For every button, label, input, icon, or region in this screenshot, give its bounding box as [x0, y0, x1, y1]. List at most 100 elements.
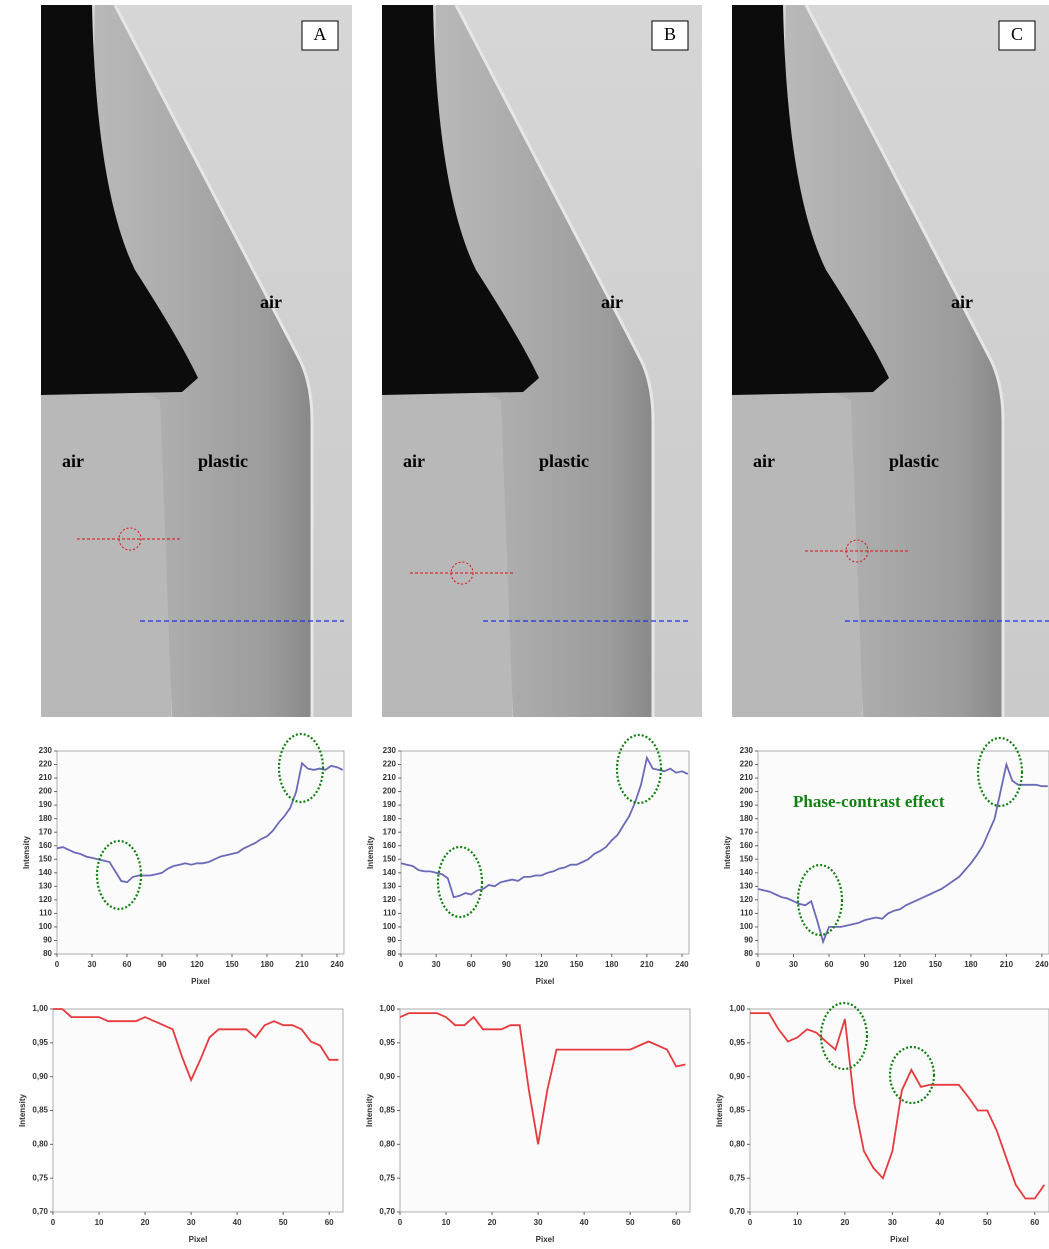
y-tick-label: 0,75: [379, 1173, 395, 1182]
y-tick-label: 80: [43, 949, 52, 958]
x-tick-label: 0: [55, 960, 60, 969]
y-tick-label: 0,95: [379, 1038, 395, 1047]
plot-area: [401, 751, 689, 954]
x-tick-label: 30: [888, 1218, 897, 1227]
x-tick-label: 60: [1030, 1218, 1039, 1227]
y-axis-label: Intensity: [18, 1094, 27, 1127]
panel-label: B: [664, 24, 676, 44]
y-axis-label: Intensity: [365, 1094, 374, 1127]
y-tick-label: 140: [383, 868, 397, 877]
y-tick-label: 120: [740, 895, 754, 904]
y-tick-label: 100: [383, 922, 397, 931]
x-tick-label: 20: [840, 1218, 849, 1227]
xray-image: Cairairplastic: [732, 5, 1049, 717]
x-tick-label: 20: [488, 1218, 497, 1227]
x-tick-label: 90: [502, 960, 511, 969]
y-tick-label: 180: [39, 814, 53, 823]
x-tick-label: 180: [964, 960, 978, 969]
y-tick-label: 210: [740, 773, 754, 782]
y-tick-label: 220: [383, 760, 397, 769]
y-tick-label: 150: [39, 854, 53, 863]
y-tick-label: 100: [39, 922, 53, 931]
y-tick-label: 190: [383, 800, 397, 809]
x-tick-label: 0: [748, 1218, 753, 1227]
x-tick-label: 50: [279, 1218, 288, 1227]
y-tick-label: 0,75: [729, 1173, 745, 1182]
y-tick-label: 210: [383, 773, 397, 782]
x-tick-label: 0: [398, 1218, 403, 1227]
y-tick-label: 190: [39, 800, 53, 809]
y-tick-label: 170: [39, 827, 53, 836]
x-tick-label: 30: [789, 960, 798, 969]
y-tick-label: 230: [39, 746, 53, 755]
y-tick-label: 0,70: [379, 1207, 395, 1216]
y-tick-label: 120: [39, 895, 53, 904]
x-tick-label: 30: [187, 1218, 196, 1227]
x-tick-label: 60: [672, 1218, 681, 1227]
y-tick-label: 170: [383, 827, 397, 836]
x-tick-label: 150: [570, 960, 584, 969]
y-tick-label: 130: [383, 881, 397, 890]
x-tick-label: 150: [929, 960, 943, 969]
x-tick-label: 240: [675, 960, 689, 969]
y-tick-label: 190: [740, 800, 754, 809]
y-tick-label: 0,85: [379, 1106, 395, 1115]
y-tick-label: 0,95: [32, 1038, 48, 1047]
plastic-label: plastic: [889, 451, 939, 471]
x-tick-label: 210: [1000, 960, 1014, 969]
x-tick-label: 60: [325, 1218, 334, 1227]
x-tick-label: 120: [190, 960, 204, 969]
x-tick-label: 30: [88, 960, 97, 969]
y-tick-label: 120: [383, 895, 397, 904]
y-axis-label: Intensity: [715, 1094, 724, 1127]
x-tick-label: 0: [399, 960, 404, 969]
y-tick-label: 180: [740, 814, 754, 823]
y-tick-label: 1,00: [32, 1004, 48, 1013]
x-tick-label: 50: [626, 1218, 635, 1227]
x-tick-label: 210: [295, 960, 309, 969]
y-axis-label: Intensity: [366, 836, 375, 869]
air-label: air: [601, 292, 623, 312]
y-tick-label: 170: [740, 827, 754, 836]
x-tick-label: 210: [640, 960, 654, 969]
x-tick-label: 60: [825, 960, 834, 969]
y-tick-label: 110: [740, 909, 753, 918]
x-tick-label: 40: [935, 1218, 944, 1227]
y-tick-label: 0,95: [729, 1038, 745, 1047]
plot-area: [57, 751, 344, 954]
y-tick-label: 140: [39, 868, 53, 877]
x-tick-label: 0: [756, 960, 761, 969]
x-tick-label: 40: [233, 1218, 242, 1227]
y-tick-label: 80: [387, 949, 396, 958]
y-tick-label: 0,80: [32, 1139, 48, 1148]
x-tick-label: 40: [580, 1218, 589, 1227]
x-axis-label: Pixel: [536, 1235, 555, 1244]
x-tick-label: 50: [983, 1218, 992, 1227]
y-tick-label: 0,70: [32, 1207, 48, 1216]
y-tick-label: 220: [740, 760, 754, 769]
plastic-label: plastic: [198, 451, 248, 471]
y-tick-label: 210: [39, 773, 53, 782]
y-tick-label: 110: [383, 909, 396, 918]
y-tick-label: 0,80: [729, 1139, 745, 1148]
y-tick-label: 130: [39, 881, 53, 890]
y-tick-label: 200: [740, 787, 754, 796]
y-tick-label: 180: [383, 814, 397, 823]
x-tick-label: 90: [860, 960, 869, 969]
plot-area: [400, 1009, 690, 1212]
air-label: air: [753, 451, 775, 471]
x-tick-label: 180: [260, 960, 274, 969]
x-tick-label: 150: [225, 960, 239, 969]
panel-label: A: [314, 24, 327, 44]
x-tick-label: 60: [123, 960, 132, 969]
x-tick-label: 60: [467, 960, 476, 969]
y-tick-label: 220: [39, 760, 53, 769]
y-tick-label: 1,00: [379, 1004, 395, 1013]
y-tick-label: 160: [740, 841, 754, 850]
y-tick-label: 140: [740, 868, 754, 877]
plastic-label: plastic: [539, 451, 589, 471]
y-tick-label: 0,90: [729, 1072, 745, 1081]
x-tick-label: 240: [1035, 960, 1049, 969]
